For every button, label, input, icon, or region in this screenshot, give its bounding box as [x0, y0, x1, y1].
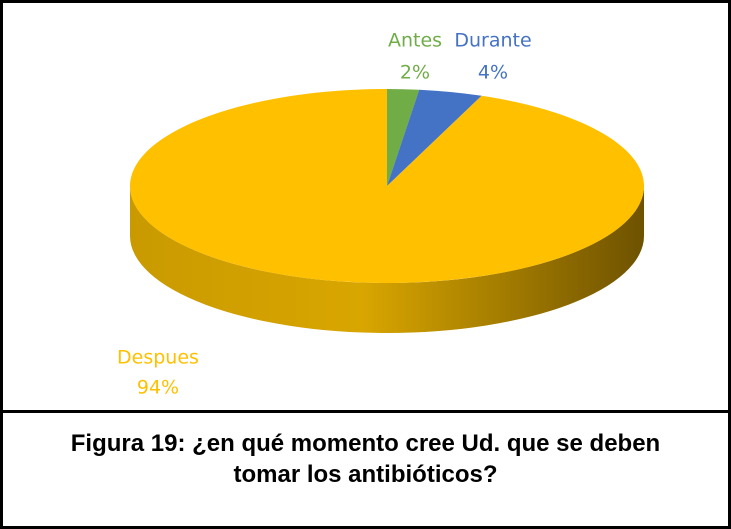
pie-slice	[387, 89, 482, 186]
pie-slice	[387, 89, 420, 186]
value-label: 4%	[478, 62, 508, 84]
category-label: Despues	[117, 347, 199, 369]
separator	[3, 410, 728, 413]
caption: Figura 19: ¿en qué momento cree Ud. que …	[70, 430, 661, 488]
pie-side	[130, 186, 644, 333]
pie-slice	[130, 88, 645, 284]
value-label: 94%	[137, 377, 179, 399]
category-label: Durante	[454, 30, 531, 52]
value-label: 2%	[400, 62, 430, 84]
chart: Antes 2% Durante 4% Despues 94%	[117, 30, 645, 399]
category-label: Antes	[388, 30, 442, 52]
